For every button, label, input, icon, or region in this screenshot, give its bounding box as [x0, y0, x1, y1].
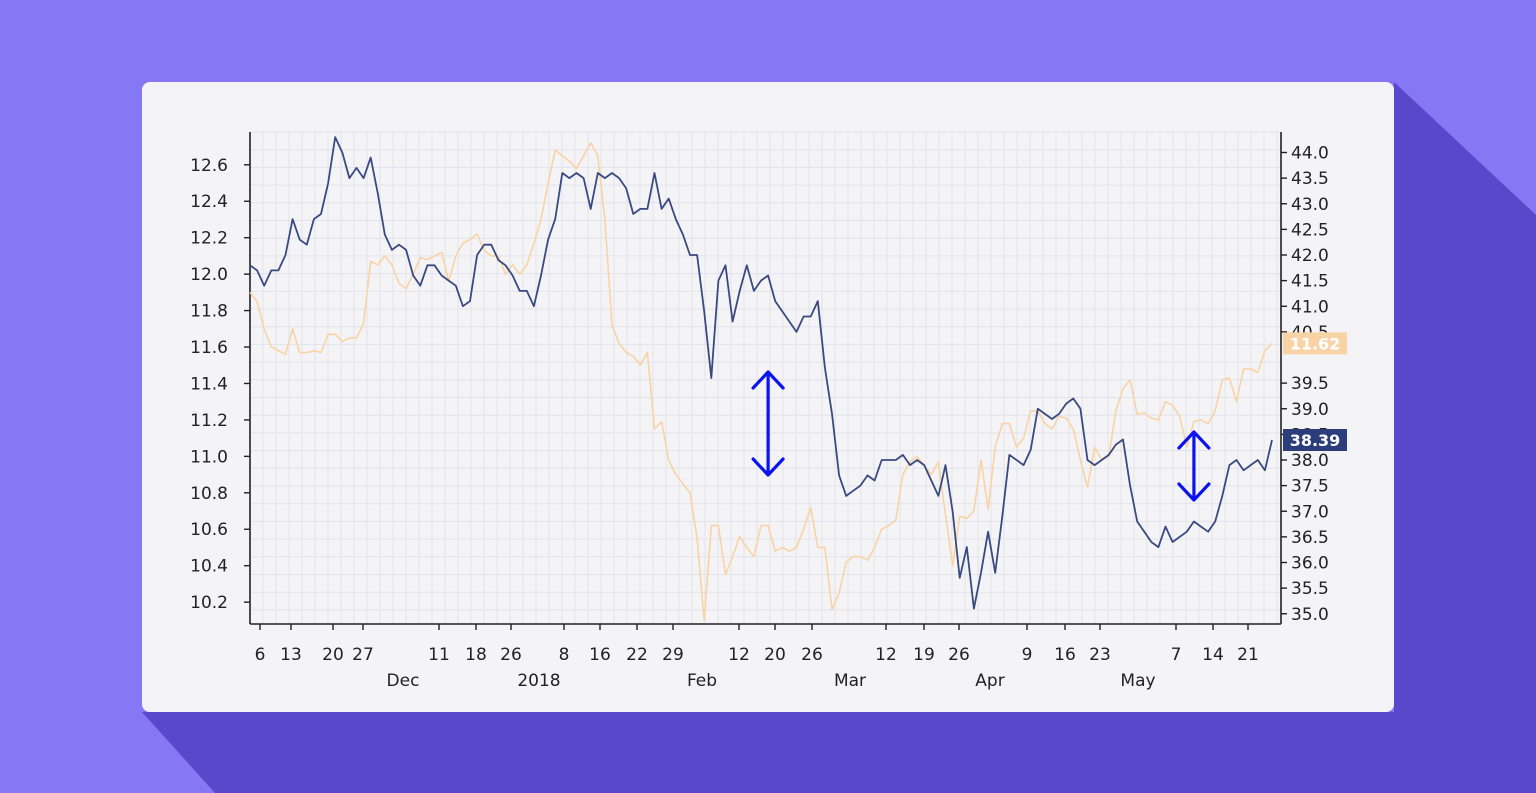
left-axis-ticks: 10.2 10.4 10.6 10.8 11.0 11.2 11.4 11.6 11.8 12.0… [190, 156, 250, 613]
badge-label: 38.39 [1290, 431, 1341, 450]
x-tick-label: 9 [1022, 645, 1033, 665]
right-tick-label: 43.0 [1291, 195, 1329, 215]
arrow-head-up [1177, 430, 1211, 450]
arrow-head-down [751, 457, 785, 477]
dual-axis-line-chart: 10.2 10.4 10.6 10.8 11.0 11.2 11.4 11.6 11.8 12.0… [190, 131, 1347, 691]
right-tick-label: 36.5 [1291, 528, 1329, 548]
x-tick-label: 12 [875, 645, 897, 665]
x-tick-label: 22 [626, 645, 648, 665]
right-tick-label: 42.5 [1291, 220, 1329, 240]
card-shadow [142, 82, 1536, 793]
x-axis-ticks: 6 13 20 27 11 18 26 8 16 22 29 12 20 26 12 19 26 9 16 23 7 14… [255, 624, 1259, 665]
arrow-head-down [1177, 482, 1211, 502]
right-tick-label: 37.5 [1291, 477, 1329, 497]
left-tick-label: 11.6 [190, 338, 228, 358]
badge-label: 11.62 [1290, 334, 1341, 353]
left-tick-label: 12.2 [190, 229, 228, 249]
x-tick-label: 19 [913, 645, 935, 665]
x-month-label: Mar [834, 671, 866, 691]
left-tick-label: 11.8 [190, 302, 228, 322]
x-tick-label: 12 [728, 645, 750, 665]
peach-last-value-badge: 11.62 [1283, 332, 1347, 355]
x-tick-label: 11 [428, 645, 450, 665]
x-tick-label: 16 [1054, 645, 1076, 665]
right-axis-ticks: 35.035.536.036.537.037.538.038.539.039.5… [1281, 144, 1329, 625]
x-tick-label: 7 [1171, 645, 1182, 665]
right-tick-label: 35.5 [1291, 579, 1329, 599]
left-tick-label: 12.6 [190, 156, 228, 176]
x-month-label: Dec [387, 671, 420, 691]
navy-last-value-badge: 38.39 [1283, 429, 1347, 452]
double-arrow-icon [1177, 430, 1211, 502]
x-month-label: May [1120, 671, 1155, 691]
x-tick-label: 21 [1237, 645, 1259, 665]
series [249, 136, 1273, 622]
x-tick-label: 14 [1202, 645, 1224, 665]
x-month-label: Apr [975, 671, 1004, 691]
navy-series-line [249, 136, 1273, 610]
last-value-badges: 38.39 11.62 [1283, 332, 1347, 452]
chart-card: 10.2 10.4 10.6 10.8 11.0 11.2 11.4 11.6 11.8 12.0… [142, 82, 1394, 712]
left-tick-label: 12.4 [190, 192, 228, 212]
grid [249, 131, 1281, 624]
x-tick-label: 23 [1089, 645, 1111, 665]
left-tick-label: 10.4 [190, 557, 228, 577]
badge-background [1283, 429, 1347, 452]
x-tick-label: 26 [500, 645, 522, 665]
right-tick-label: 39.5 [1291, 374, 1329, 394]
x-tick-label: 8 [559, 645, 570, 665]
x-axis-month-labels: Dec 2018 Feb Mar Apr May [387, 671, 1156, 691]
right-tick-label: 42.0 [1291, 246, 1329, 266]
x-month-label: 2018 [517, 671, 560, 691]
right-tick-label: 43.5 [1291, 169, 1329, 189]
x-tick-label: 27 [352, 645, 374, 665]
x-tick-label: 20 [764, 645, 786, 665]
left-tick-label: 10.8 [190, 484, 228, 504]
right-tick-label: 35.0 [1291, 605, 1329, 625]
left-tick-label: 11.0 [190, 447, 228, 467]
right-tick-label: 41.5 [1291, 272, 1329, 292]
x-tick-label: 18 [465, 645, 487, 665]
x-tick-label: 26 [801, 645, 823, 665]
left-tick-label: 11.2 [190, 411, 228, 431]
left-tick-label: 12.0 [190, 265, 228, 285]
left-tick-label: 10.2 [190, 593, 228, 613]
axes [249, 132, 1282, 625]
left-tick-label: 10.6 [190, 520, 228, 540]
x-tick-label: 26 [948, 645, 970, 665]
x-month-label: Feb [687, 671, 717, 691]
badge-background [1283, 332, 1347, 355]
right-tick-label: 36.0 [1291, 554, 1329, 574]
x-tick-label: 13 [280, 645, 302, 665]
x-tick-label: 16 [589, 645, 611, 665]
right-tick-label: 41.0 [1291, 297, 1329, 317]
x-tick-label: 20 [322, 645, 344, 665]
right-tick-label: 39.0 [1291, 400, 1329, 420]
x-tick-label: 29 [662, 645, 684, 665]
right-tick-label: 44.0 [1291, 144, 1329, 164]
right-tick-label: 38.0 [1291, 451, 1329, 471]
right-tick-label: 37.0 [1291, 502, 1329, 522]
x-tick-label: 6 [255, 645, 266, 665]
left-tick-label: 11.4 [190, 374, 228, 394]
double-arrow-icon [751, 370, 785, 477]
arrow-head-up [751, 370, 785, 390]
annotations [751, 370, 1211, 502]
